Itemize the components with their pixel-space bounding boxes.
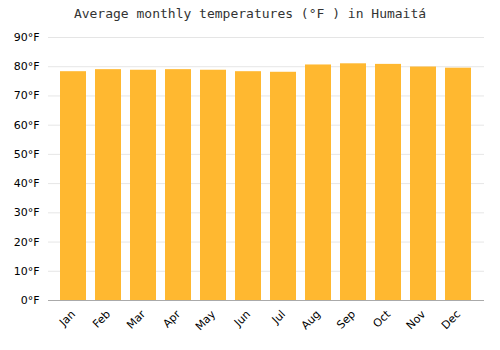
svg-text:Sep: Sep	[334, 308, 358, 332]
svg-text:40°F: 40°F	[14, 177, 40, 190]
svg-text:Jan: Jan	[56, 308, 78, 330]
svg-text:Nov: Nov	[404, 307, 429, 332]
svg-text:Dec: Dec	[439, 308, 463, 332]
html-text:Average monthly temperatures (: Average monthly temperatures (°F ) in Hu…	[73, 6, 427, 21]
svg-text:70°F: 70°F	[14, 89, 40, 102]
svg-text:Feb: Feb	[90, 308, 113, 331]
svg-text:Jul: Jul	[269, 308, 288, 327]
svg-text:10°F: 10°F	[14, 265, 40, 278]
svg-text:0°F: 0°F	[21, 294, 40, 307]
svg-text:50°F: 50°F	[14, 148, 40, 161]
svg-text:60°F: 60°F	[14, 119, 40, 132]
svg-text:Apr: Apr	[160, 307, 183, 330]
svg-text:30°F: 30°F	[14, 206, 40, 219]
svg-text:Mar: Mar	[124, 307, 148, 331]
svg-text:90°F: 90°F	[14, 31, 40, 44]
svg-text:Aug: Aug	[299, 308, 323, 332]
svg-text:Jun: Jun	[231, 308, 253, 330]
svg-text:Oct: Oct	[370, 307, 393, 330]
svg-text:May: May	[193, 307, 219, 333]
svg-text:80°F: 80°F	[14, 60, 40, 73]
svg-text:20°F: 20°F	[14, 236, 40, 249]
